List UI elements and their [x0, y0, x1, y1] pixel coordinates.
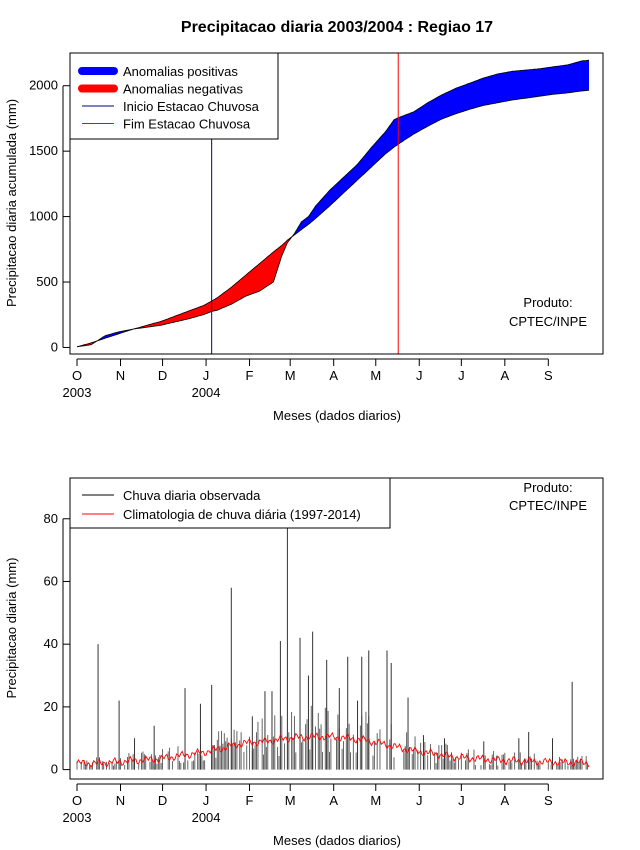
- x-tick-label: S: [544, 793, 553, 808]
- x-axis-label: Meses (dados diarios): [273, 408, 401, 423]
- x-tick-label: O: [72, 368, 82, 383]
- x-tick-label: J: [416, 368, 423, 383]
- legend-label: Anomalias positivas: [123, 64, 238, 79]
- x-tick-label: N: [116, 368, 125, 383]
- x-tick-label: J: [203, 368, 210, 383]
- y-tick-label: 2000: [29, 78, 58, 93]
- climatology-cumulative-line: [76, 89, 590, 348]
- positive-anomaly-area: [77, 60, 589, 347]
- x-tick-label: M: [285, 368, 296, 383]
- x-tick-label: A: [329, 793, 338, 808]
- x-tick-label: J: [203, 793, 210, 808]
- x-tick-label: S: [544, 368, 553, 383]
- y-tick-label: 500: [36, 274, 58, 289]
- y-tick-label: 0: [51, 762, 58, 777]
- x-tick-label: N: [116, 793, 125, 808]
- x-tick-label: J: [416, 793, 423, 808]
- year-label: 2004: [192, 385, 221, 400]
- legend-label: Fim Estacao Chuvosa: [123, 117, 251, 132]
- legend-box: [69, 477, 391, 529]
- observed-daily-bars: [76, 518, 589, 770]
- x-tick-label: M: [370, 793, 381, 808]
- x-tick-label: F: [246, 793, 254, 808]
- product-label: Produto:: [523, 295, 572, 310]
- y-axis: 0 500 1000 1500 2000: [29, 78, 70, 354]
- x-tick-label: D: [158, 368, 167, 383]
- x-tick-label: D: [158, 793, 167, 808]
- x-tick-label: M: [370, 368, 381, 383]
- y-tick-label: 20: [44, 699, 58, 714]
- legend: Anomalias positivas Anomalias negativas In…: [69, 52, 279, 140]
- anomaly-areas: [76, 59, 590, 348]
- x-tick-label: J: [458, 368, 465, 383]
- product-label: Produto:: [523, 480, 572, 495]
- year-label: 2004: [192, 810, 221, 825]
- observed-cumulative-line: [76, 59, 590, 348]
- y-tick-label: 60: [44, 573, 58, 588]
- chart-title: Precipitacao diaria 2003/2004 : Regiao 1…: [181, 19, 493, 36]
- x-axis: O N D J F M A M J J A S 2003 2004: [63, 358, 553, 400]
- legend-label: Inicio Estacao Chuvosa: [123, 99, 260, 114]
- legend-label: Climatologia de chuva diária (1997-2014): [123, 507, 361, 522]
- year-label: 2003: [63, 810, 92, 825]
- y-axis-label: Precipitacao diaria (mm): [4, 558, 19, 699]
- x-tick-label: A: [329, 368, 338, 383]
- y-tick-label: 1000: [29, 209, 58, 224]
- climatology-line: [76, 731, 590, 769]
- plot-frame: [69, 52, 604, 355]
- y-tick-label: 0: [51, 339, 58, 354]
- cumulative-panel: Precipitacao diaria 2003/2004 : Regiao 1…: [4, 19, 604, 423]
- x-tick-label: O: [72, 793, 82, 808]
- x-tick-label: A: [500, 368, 509, 383]
- y-axis-label: Precipitacao diaria acumulada (mm): [4, 99, 19, 307]
- product-source: CPTEC/INPE: [509, 314, 587, 329]
- x-axis: O N D J F M A M J J A S 2003 2004: [63, 783, 553, 825]
- product-source: CPTEC/INPE: [509, 498, 587, 513]
- legend: Chuva diaria observada Climatologia de ch…: [69, 477, 391, 529]
- daily-panel: 0 20 40 60 80 O N D J F M A M J J A S 2003 2004 Precipita…: [4, 477, 604, 848]
- climatology-daily-line: [76, 731, 590, 769]
- x-tick-label: J: [458, 793, 465, 808]
- legend-label: Chuva diaria observada: [123, 488, 261, 503]
- y-tick-label: 80: [44, 511, 58, 526]
- x-tick-label: F: [246, 368, 254, 383]
- y-tick-label: 1500: [29, 143, 58, 158]
- legend-label: Anomalias negativas: [123, 82, 243, 97]
- x-tick-label: M: [285, 793, 296, 808]
- year-label: 2003: [63, 385, 92, 400]
- x-axis-label: Meses (dados diarios): [273, 833, 401, 848]
- y-tick-label: 40: [44, 636, 58, 651]
- x-tick-label: A: [500, 793, 509, 808]
- y-axis: 0 20 40 60 80: [44, 511, 70, 777]
